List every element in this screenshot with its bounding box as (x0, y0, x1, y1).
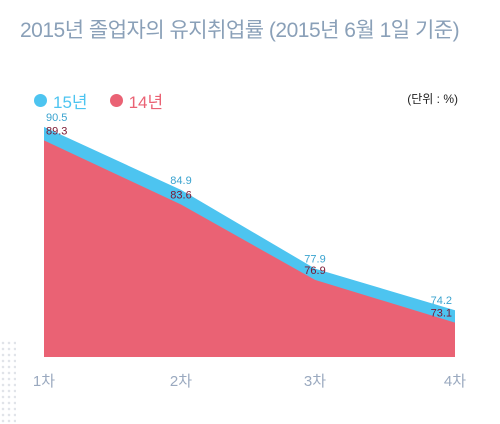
chart-title: 2015년 졸업자의 유지취업률 (2015년 6월 1일 기준) (20, 19, 460, 42)
x-tick-label-2: 2차 (170, 373, 192, 390)
x-tick-label-1: 1차 (33, 373, 55, 390)
data-label-14-2: 83.6 (170, 190, 191, 202)
x-tick-label-4: 4차 (444, 373, 466, 390)
legend: 15년 14년 (34, 88, 163, 113)
data-label-15-4: 74.2 (431, 295, 452, 307)
legend-label-14: 14년 (128, 93, 164, 112)
legend-item-15: 15년 (34, 88, 88, 113)
unit-label: (단위 : %) (407, 92, 458, 106)
data-label-15-3: 77.9 (304, 254, 325, 266)
x-tick-label-3: 3차 (304, 373, 326, 390)
data-label-15-2: 84.9 (170, 175, 191, 187)
area-series-14 (44, 140, 455, 357)
data-label-14-1: 89.3 (46, 125, 67, 137)
legend-dot-15 (34, 94, 47, 107)
legend-dot-14 (109, 94, 123, 107)
data-label-14-3: 76.9 (304, 265, 325, 277)
legend-item-14: 14년 (109, 88, 164, 113)
data-label-15-1: 90.5 (46, 112, 67, 124)
legend-label-15: 15년 (53, 93, 88, 112)
decorative-dots (0, 340, 16, 424)
data-label-14-4: 73.1 (431, 308, 452, 320)
